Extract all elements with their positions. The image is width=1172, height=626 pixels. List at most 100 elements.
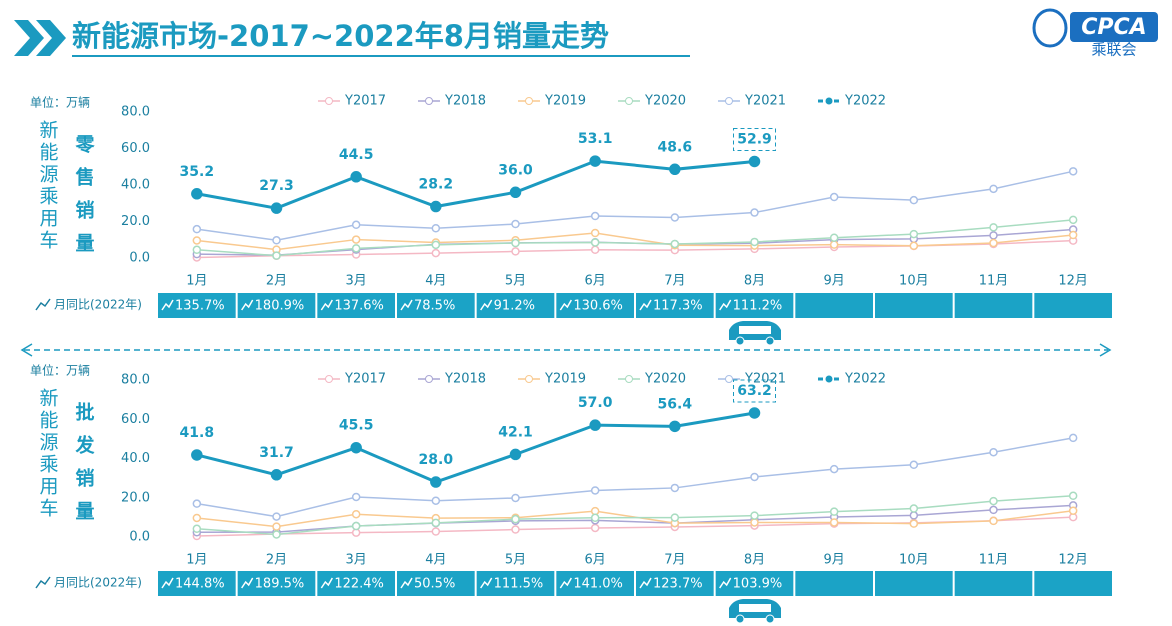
series-line [196, 495, 1074, 536]
yoy-cell [715, 571, 794, 596]
yoy-value: 135.7% [175, 299, 225, 314]
legend-label: Y2017 [344, 372, 386, 387]
point [829, 464, 839, 474]
point [511, 514, 520, 524]
point [748, 407, 761, 419]
legend-marker [825, 375, 833, 383]
x-tick-label: 3月 [346, 553, 367, 568]
y-tick-label: 80.0 [121, 105, 150, 120]
yoy-cell-icon [559, 577, 572, 589]
point [351, 521, 361, 531]
series-line [196, 516, 1074, 537]
logo-text: CPCA [1081, 15, 1146, 40]
point [509, 448, 522, 461]
legend-marker [625, 97, 633, 105]
data-label: 41.8 [180, 425, 215, 441]
point [670, 213, 680, 222]
point [509, 186, 522, 199]
yoy-cell [397, 571, 475, 596]
point [989, 496, 998, 506]
x-tick-label: 7月 [664, 274, 685, 289]
yoy-value: 137.6% [334, 299, 384, 314]
point [750, 208, 759, 217]
point [1068, 506, 1078, 515]
point [430, 200, 442, 213]
point [431, 240, 441, 250]
x-tick-label: 6月 [585, 274, 606, 289]
point [1068, 491, 1078, 501]
legend-marker [325, 375, 333, 383]
point [511, 493, 520, 503]
logo: CPCA 乘联会 [1032, 8, 1158, 59]
yoy-value: 50.5% [414, 577, 455, 592]
point [511, 219, 520, 229]
slide-title: 新能源市场-2017~2022年8月销量走势 [72, 19, 609, 53]
point [192, 245, 202, 255]
yoy-value: 103.9% [733, 577, 783, 592]
point [909, 511, 919, 520]
point [829, 240, 839, 249]
point [590, 486, 600, 495]
unit-label: 单位：万辆 [30, 95, 90, 110]
yoy-value: 130.6% [573, 299, 623, 314]
series-line [196, 437, 1074, 518]
point [989, 516, 998, 526]
data-label: 56.4 [658, 396, 693, 412]
point [829, 518, 839, 527]
yoy-cell [1034, 293, 1112, 318]
point [192, 236, 202, 245]
legend-marker [725, 375, 733, 383]
data-label: 31.7 [259, 445, 294, 461]
yoy-cell-icon [559, 299, 572, 311]
yoy-cell-icon [480, 577, 493, 589]
yoy-cell [556, 293, 634, 318]
yoy-cell-icon [320, 577, 333, 589]
point [670, 513, 680, 522]
yoy-cell [397, 293, 475, 318]
point [989, 231, 998, 240]
x-tick-label: 5月 [505, 274, 526, 289]
x-tick-label: 9月 [824, 553, 845, 568]
point [192, 513, 202, 523]
point [511, 238, 520, 248]
data-label: 53.1 [578, 131, 613, 147]
point [590, 228, 600, 238]
yoy-icon [35, 298, 51, 311]
yoy-icon [35, 576, 51, 589]
yoy-cell [158, 293, 236, 318]
point [270, 469, 283, 481]
label-box [733, 379, 776, 403]
y-tick-label: 20.0 [121, 490, 150, 505]
point [989, 447, 998, 457]
point [351, 220, 361, 230]
yoy-cell-icon [639, 299, 652, 311]
legend-label: Y2020 [644, 372, 686, 387]
point [669, 163, 681, 176]
point [670, 239, 680, 249]
y-tick-label: 0.0 [129, 530, 150, 545]
legend-label: Y2019 [544, 94, 586, 109]
data-label: 48.6 [658, 139, 693, 155]
legend-label: Y2020 [644, 94, 686, 109]
unit-label: 单位：万辆 [30, 363, 90, 378]
car-icon [729, 599, 781, 624]
point [989, 505, 998, 515]
point [589, 155, 601, 167]
x-tick-label: 5月 [505, 553, 526, 568]
yoy-label: 月同比(2022年) [54, 298, 142, 312]
yoy-value: 189.5% [255, 577, 305, 592]
x-tick-label: 4月 [425, 553, 446, 568]
point [589, 419, 601, 431]
x-tick-label: 8月 [744, 553, 765, 568]
point [191, 188, 203, 200]
point [431, 224, 441, 233]
data-label: 63.2 [737, 383, 772, 399]
legend-marker [725, 97, 733, 105]
point [989, 238, 998, 248]
point [829, 507, 839, 516]
legend-label: Y2021 [744, 94, 786, 109]
point [272, 251, 281, 260]
yoy-cell [715, 293, 794, 318]
point [829, 192, 839, 202]
